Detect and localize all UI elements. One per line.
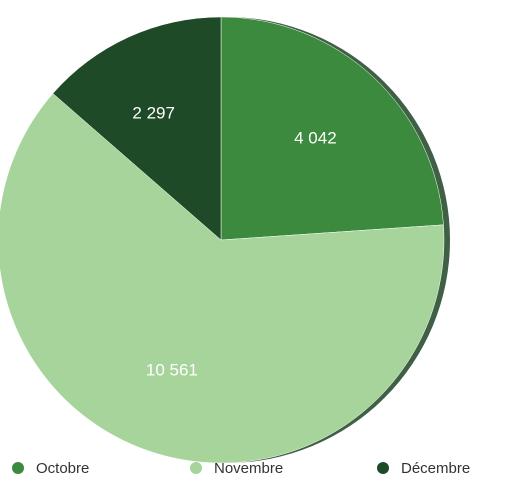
legend-item[interactable]: Octobre xyxy=(12,460,89,477)
chart-legend: Octobre Novembre Décembre xyxy=(12,460,470,477)
pie-slice-octobre[interactable] xyxy=(220,16,444,241)
legend-label: Novembre xyxy=(214,460,283,477)
pie-slices xyxy=(0,16,450,464)
slice-value-label: 10 561 xyxy=(146,360,198,379)
pie-slice-d-cembre[interactable] xyxy=(52,16,222,241)
legend-swatch xyxy=(190,462,202,474)
slice-value-label: 4 042 xyxy=(294,128,337,147)
legend-label: Octobre xyxy=(36,460,89,477)
pie-slice-novembre[interactable] xyxy=(0,93,445,464)
pie-value-labels: 4 042 10 561 2 297 xyxy=(132,104,336,380)
legend-swatch xyxy=(377,462,389,474)
legend-label: Décembre xyxy=(401,460,470,477)
legend-item[interactable]: Décembre xyxy=(377,460,470,477)
legend-swatch xyxy=(12,462,24,474)
slice-value-label: 2 297 xyxy=(132,104,175,123)
legend-item[interactable]: Novembre xyxy=(190,460,283,477)
